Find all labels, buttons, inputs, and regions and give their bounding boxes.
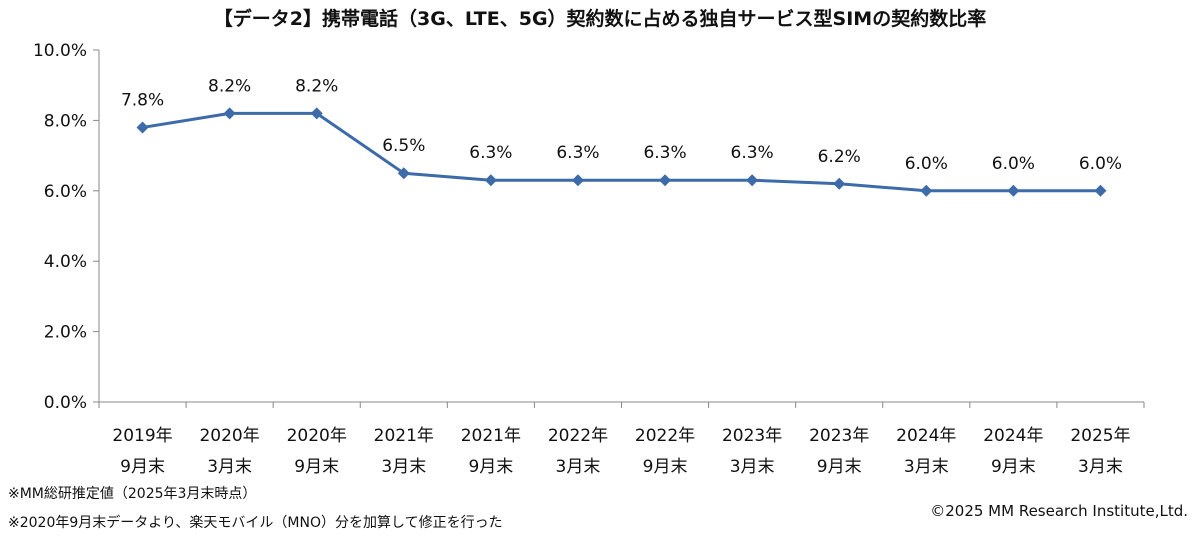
x-tick-label-year: 2024年 [983, 426, 1043, 446]
data-point [310, 107, 323, 120]
x-tick-label-year: 2021年 [374, 426, 434, 446]
y-tick-label: 2.0% [44, 323, 87, 343]
y-tick-label: 8.0% [44, 111, 87, 131]
x-tick-label-year: 2022年 [635, 426, 695, 446]
x-tick-label-year: 2024年 [896, 426, 956, 446]
copyright: ©2025 MM Research Institute,Ltd. [930, 502, 1188, 520]
note-estimate: ※MM総研推定値（2025年3月末時点） [8, 486, 257, 502]
series-line [142, 111, 1101, 193]
y-tick-label: 0.0% [44, 393, 87, 413]
y-tick-label: 10.0% [33, 41, 87, 61]
data-label: 6.3% [469, 143, 512, 163]
data-label: 8.2% [208, 76, 251, 96]
x-tick-label-month: 9月末 [294, 457, 339, 477]
data-point [746, 174, 759, 187]
x-tick-label-year: 2020年 [199, 426, 259, 446]
data-label: 6.3% [643, 143, 686, 163]
data-point [484, 174, 497, 187]
x-tick-label-month: 3月末 [556, 457, 601, 477]
data-point [223, 107, 236, 120]
data-label: 8.2% [295, 76, 338, 96]
chart-title: 【データ2】携帯電話（3G、LTE、5G）契約数に占める独自サービス型SIMの契… [213, 8, 987, 30]
data-label: 6.0% [992, 154, 1035, 174]
x-tick-label-month: 9月末 [643, 457, 688, 477]
data-label: 6.2% [818, 147, 861, 167]
x-tick-label-month: 3月末 [1078, 457, 1123, 477]
x-tick-label-year: 2019年 [112, 426, 172, 446]
x-tick-label-month: 9月末 [120, 457, 165, 477]
data-label: 6.3% [556, 143, 599, 163]
x-tick-label-month: 9月末 [468, 457, 513, 477]
data-point [1007, 184, 1020, 197]
x-tick-label-month: 3月末 [730, 457, 775, 477]
note-correction: ※2020年9月末データより、楽天モバイル（MNO）分を加算して修正を行った [8, 515, 503, 531]
data-label: 7.8% [121, 90, 164, 110]
x-tick-label-year: 2025年 [1070, 426, 1130, 446]
data-point [659, 174, 672, 187]
data-point [1094, 184, 1107, 197]
data-point [833, 177, 846, 190]
y-tick-label: 4.0% [44, 252, 87, 272]
x-tick-label-month: 3月末 [381, 457, 426, 477]
data-label: 6.0% [905, 154, 948, 174]
x-tick-label-year: 2023年 [809, 426, 869, 446]
x-tick-label-year: 2023年 [722, 426, 782, 446]
data-point [397, 167, 410, 180]
data-label: 6.5% [382, 136, 425, 156]
data-point [571, 174, 584, 187]
x-tick-label-year: 2020年 [287, 426, 347, 446]
x-tick-label-month: 3月末 [904, 457, 949, 477]
x-tick-label-month: 3月末 [207, 457, 252, 477]
y-tick-label: 6.0% [44, 182, 87, 202]
x-tick-label-month: 9月末 [817, 457, 862, 477]
x-tick-label-year: 2022年 [548, 426, 608, 446]
data-label: 6.3% [731, 143, 774, 163]
data-point [136, 121, 149, 134]
x-tick-label-year: 2021年 [461, 426, 521, 446]
data-label: 6.0% [1079, 154, 1122, 174]
x-tick-label-month: 9月末 [991, 457, 1036, 477]
data-point [920, 184, 933, 197]
